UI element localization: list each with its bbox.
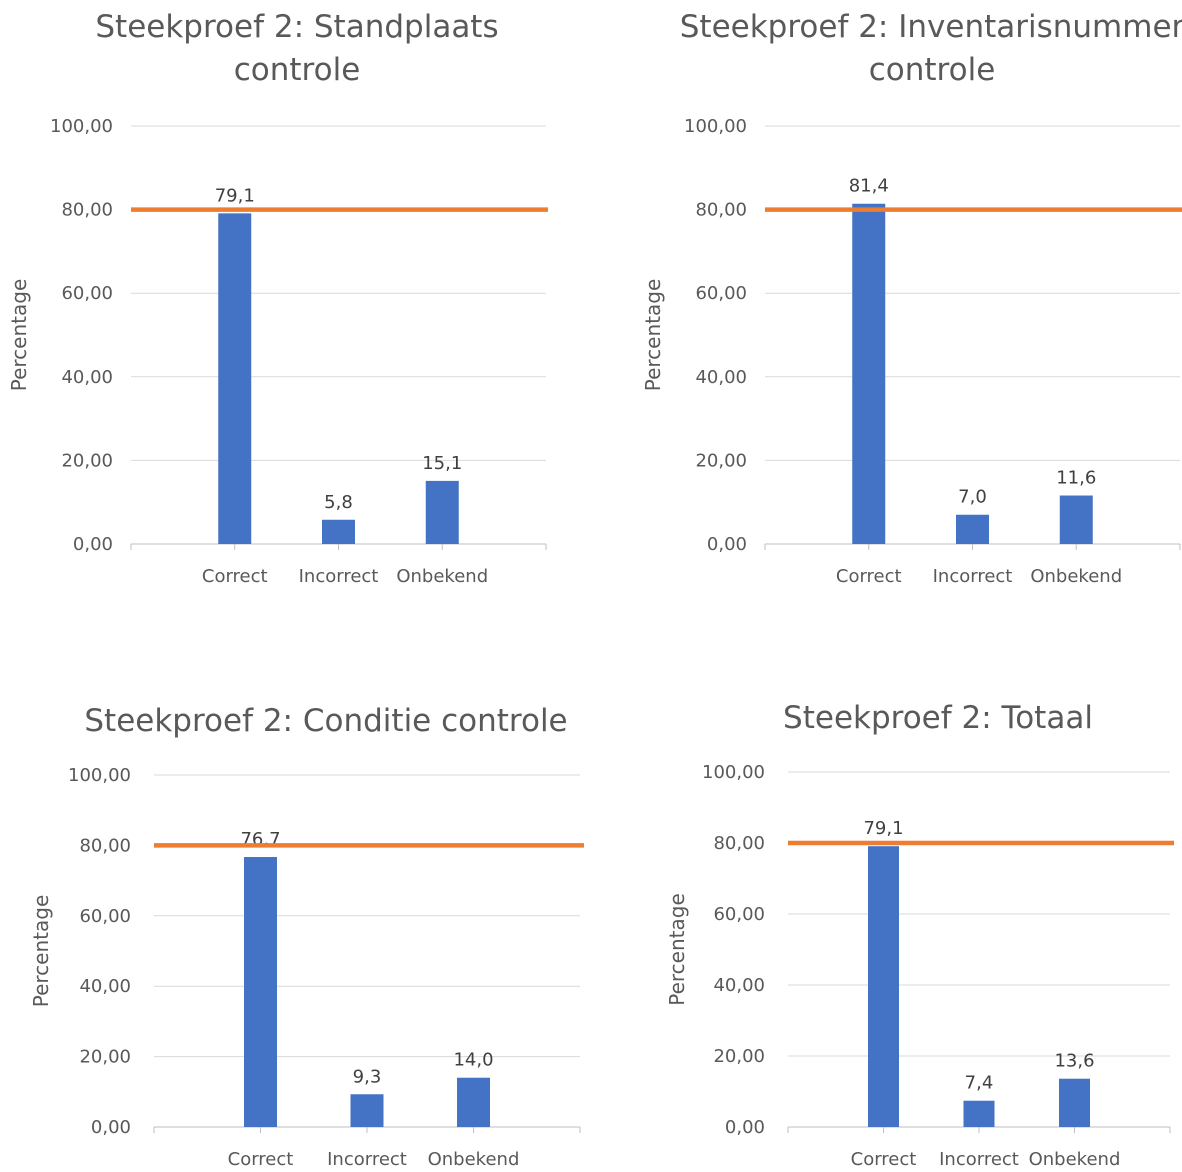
chart4-data-label-incorrect: 7,4 <box>965 1073 994 1094</box>
chart1-data-label-correct: 79,1 <box>215 185 255 206</box>
chart1-data-label-incorrect: 5,8 <box>324 492 353 513</box>
chart2-data-label-correct: 81,4 <box>849 176 889 197</box>
chart2-category-label-onbekend: Onbekend <box>1030 566 1122 587</box>
chart3-y-tick-label: 0,00 <box>91 1117 131 1138</box>
chart3-bar-onbekend <box>457 1077 490 1127</box>
chart4-y-tick-label: 60,00 <box>713 904 765 925</box>
chart4-y-tick-label: 20,00 <box>713 1046 765 1067</box>
chart2-category-label-correct: Correct <box>836 566 902 587</box>
chart2-title: controle <box>869 52 996 88</box>
chart2-y-tick-label: 100,00 <box>684 116 747 137</box>
chart2-title: Steekproef 2: Inventarisnummer <box>680 9 1182 45</box>
chart2-y-axis-label: Percentage <box>641 279 665 392</box>
chart3-data-label-incorrect: 9,3 <box>353 1066 382 1087</box>
chart1-y-tick-label: 80,00 <box>61 200 113 221</box>
chart4-data-label-onbekend: 13,6 <box>1054 1051 1094 1072</box>
chart1-bar-correct <box>218 213 252 544</box>
chart3-y-tick-label: 20,00 <box>79 1047 131 1068</box>
chart2-bar-correct <box>852 203 886 545</box>
chart4-category-label-correct: Correct <box>851 1149 917 1170</box>
chart1-bar-onbekend <box>425 480 459 544</box>
chart4-y-axis-label: Percentage <box>665 893 689 1006</box>
chart2-y-tick-label: 60,00 <box>695 283 747 304</box>
chart4-category-label-onbekend: Onbekend <box>1029 1149 1121 1170</box>
chart2-y-tick-label: 0,00 <box>707 534 747 555</box>
chart4-data-label-correct: 79,1 <box>863 818 903 839</box>
chart1-category-label-correct: Correct <box>202 566 268 587</box>
chart2-data-label-onbekend: 11,6 <box>1056 468 1096 489</box>
chart3-y-tick-label: 100,00 <box>68 765 131 786</box>
chart3-bar-correct <box>244 857 277 1127</box>
chart3-y-axis-label: Percentage <box>29 895 53 1008</box>
chart2-y-tick-label: 40,00 <box>695 367 747 388</box>
chart4-y-tick-label: 0,00 <box>725 1117 765 1138</box>
chart4-y-tick-label: 80,00 <box>713 833 765 854</box>
chart1-y-tick-label: 20,00 <box>61 450 113 471</box>
chart3-category-label-incorrect: Incorrect <box>327 1149 407 1170</box>
chart1-y-axis-label: Percentage <box>7 279 31 392</box>
chart4-y-tick-label: 40,00 <box>713 975 765 996</box>
chart2-y-tick-label: 80,00 <box>695 200 747 221</box>
chart4-category-label-incorrect: Incorrect <box>939 1149 1019 1170</box>
chart4-bar-incorrect <box>963 1100 995 1127</box>
chart3-category-label-onbekend: Onbekend <box>428 1149 520 1170</box>
chart1-bar-incorrect <box>322 519 355 544</box>
chart3-y-tick-label: 60,00 <box>79 906 131 927</box>
chart2-bar-incorrect <box>956 514 989 544</box>
chart1-y-tick-label: 40,00 <box>61 367 113 388</box>
chart4-bar-correct <box>868 846 899 1127</box>
chart2-category-label-incorrect: Incorrect <box>933 566 1013 587</box>
chart2-y-tick-label: 20,00 <box>695 450 747 471</box>
chart1-y-tick-label: 100,00 <box>50 116 113 137</box>
chart1-y-tick-label: 60,00 <box>61 283 113 304</box>
chart3-data-label-onbekend: 14,0 <box>453 1050 493 1071</box>
chart3-title: Steekproef 2: Conditie controle <box>84 703 567 739</box>
chart3-y-tick-label: 40,00 <box>79 976 131 997</box>
chart1-data-label-onbekend: 15,1 <box>422 453 462 474</box>
chart3-bar-incorrect <box>350 1094 384 1127</box>
chart3-category-label-correct: Correct <box>228 1149 294 1170</box>
chart1-title: controle <box>234 52 361 88</box>
chart2-data-label-incorrect: 7,0 <box>958 487 987 508</box>
chart4-title: Steekproef 2: Totaal <box>783 700 1093 736</box>
chart4-y-tick-label: 100,00 <box>702 762 765 783</box>
chart4-bar-onbekend <box>1059 1078 1090 1127</box>
chart1-y-tick-label: 0,00 <box>73 534 113 555</box>
chart1-category-label-onbekend: Onbekend <box>396 566 488 587</box>
chart1-category-label-incorrect: Incorrect <box>299 566 379 587</box>
chart2-bar-onbekend <box>1059 495 1093 544</box>
chart3-y-tick-label: 80,00 <box>79 835 131 856</box>
chart1-title: Steekproef 2: Standplaats <box>95 9 498 45</box>
